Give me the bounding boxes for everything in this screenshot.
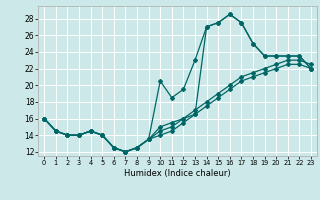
X-axis label: Humidex (Indice chaleur): Humidex (Indice chaleur): [124, 169, 231, 178]
